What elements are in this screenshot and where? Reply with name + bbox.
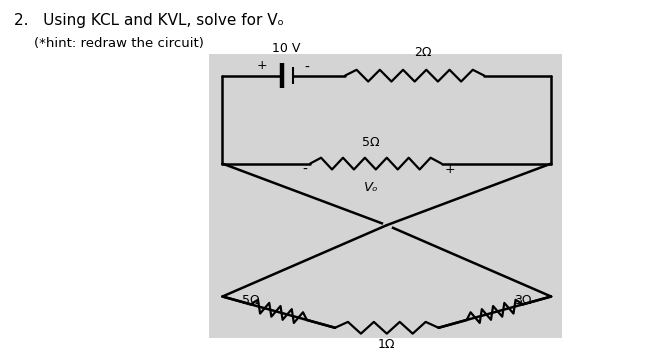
Text: 5Ω: 5Ω [362,136,380,149]
Text: 1Ω: 1Ω [378,338,396,350]
Text: -: - [304,61,310,75]
Text: 3Ω: 3Ω [514,294,532,307]
Text: -: - [302,162,308,176]
Text: (*hint: redraw the circuit): (*hint: redraw the circuit) [34,36,204,50]
Text: 5Ω: 5Ω [242,294,259,307]
Text: +: + [444,163,455,176]
Text: 10 V: 10 V [272,42,300,55]
Text: +: + [257,59,267,72]
Text: 2Ω: 2Ω [414,46,431,59]
Text: 2.   Using KCL and KVL, solve for Vₒ: 2. Using KCL and KVL, solve for Vₒ [14,13,284,28]
Text: Vₒ: Vₒ [364,181,378,194]
FancyBboxPatch shape [208,54,562,338]
